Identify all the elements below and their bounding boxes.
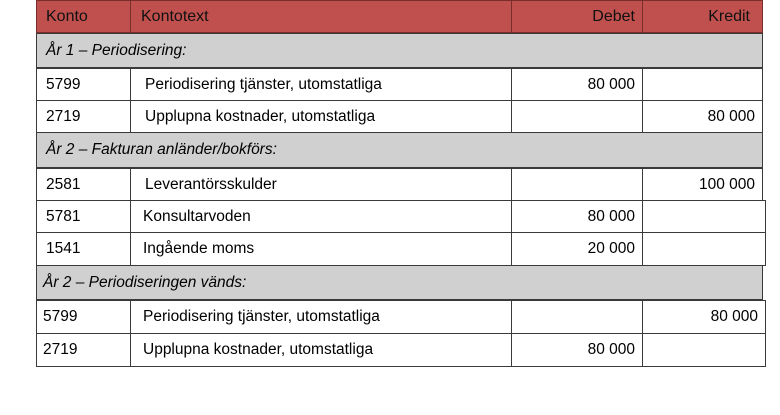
kontotext-cell: Upplupna kostnader, utomstatliga [130,100,512,133]
debet-cell: 80 000 [511,333,643,367]
konto-cell: 2719 [36,333,131,367]
konto-cell: 2581 [36,168,131,201]
kredit-cell [642,232,766,266]
section-title: År 2 – Fakturan anländer/bokförs: [36,132,763,168]
konto-cell: 1541 [36,232,131,266]
kredit-cell: 80 000 [642,100,763,133]
kontotext-cell: Konsultarvoden [130,200,512,233]
kontotext-cell: Ingående moms [130,232,512,266]
konto-cell: 5781 [36,200,131,233]
konto-cell: 5799 [36,68,131,101]
header-kontotext: Kontotext [130,0,512,33]
table-row: 2719 Upplupna kostnader, utomstatliga 80… [36,333,766,367]
kredit-cell [642,200,766,233]
table-header: Konto Kontotext Debet Kredit [36,0,763,33]
kontotext-cell: Periodisering tjänster, utomstatliga [130,300,512,334]
debet-cell [511,100,643,133]
kontotext-cell: Periodisering tjänster, utomstatliga [130,68,512,101]
table-row: 1541 Ingående moms 20 000 [36,232,766,266]
debet-cell: 80 000 [511,200,643,233]
konto-cell: 2719 [36,100,131,133]
kontotext-cell: Upplupna kostnader, utomstatliga [130,333,512,367]
header-debet: Debet [511,0,643,33]
kredit-cell: 100 000 [642,168,763,201]
table-row: 5781 Konsultarvoden 80 000 [36,200,766,233]
kontotext-cell: Leverantörsskulder [130,168,512,201]
debet-cell [511,168,643,201]
konto-cell: 5799 [36,300,131,334]
table-row: 2581 Leverantörsskulder 100 000 [36,168,763,201]
debet-cell: 20 000 [511,232,643,266]
header-kredit: Kredit [642,0,763,33]
debet-cell [511,300,643,334]
header-konto: Konto [36,0,131,33]
table-row: 5799 Periodisering tjänster, utomstatlig… [36,68,763,101]
kredit-cell [642,333,766,367]
section-title: År 2 – Periodiseringen vänds: [36,265,763,300]
table-row: 5799 Periodisering tjänster, utomstatlig… [36,300,766,334]
kredit-cell [642,68,763,101]
kredit-cell: 80 000 [642,300,766,334]
debet-cell: 80 000 [511,68,643,101]
table-row: 2719 Upplupna kostnader, utomstatliga 80… [36,100,763,133]
section-title: År 1 – Periodisering: [36,33,763,68]
